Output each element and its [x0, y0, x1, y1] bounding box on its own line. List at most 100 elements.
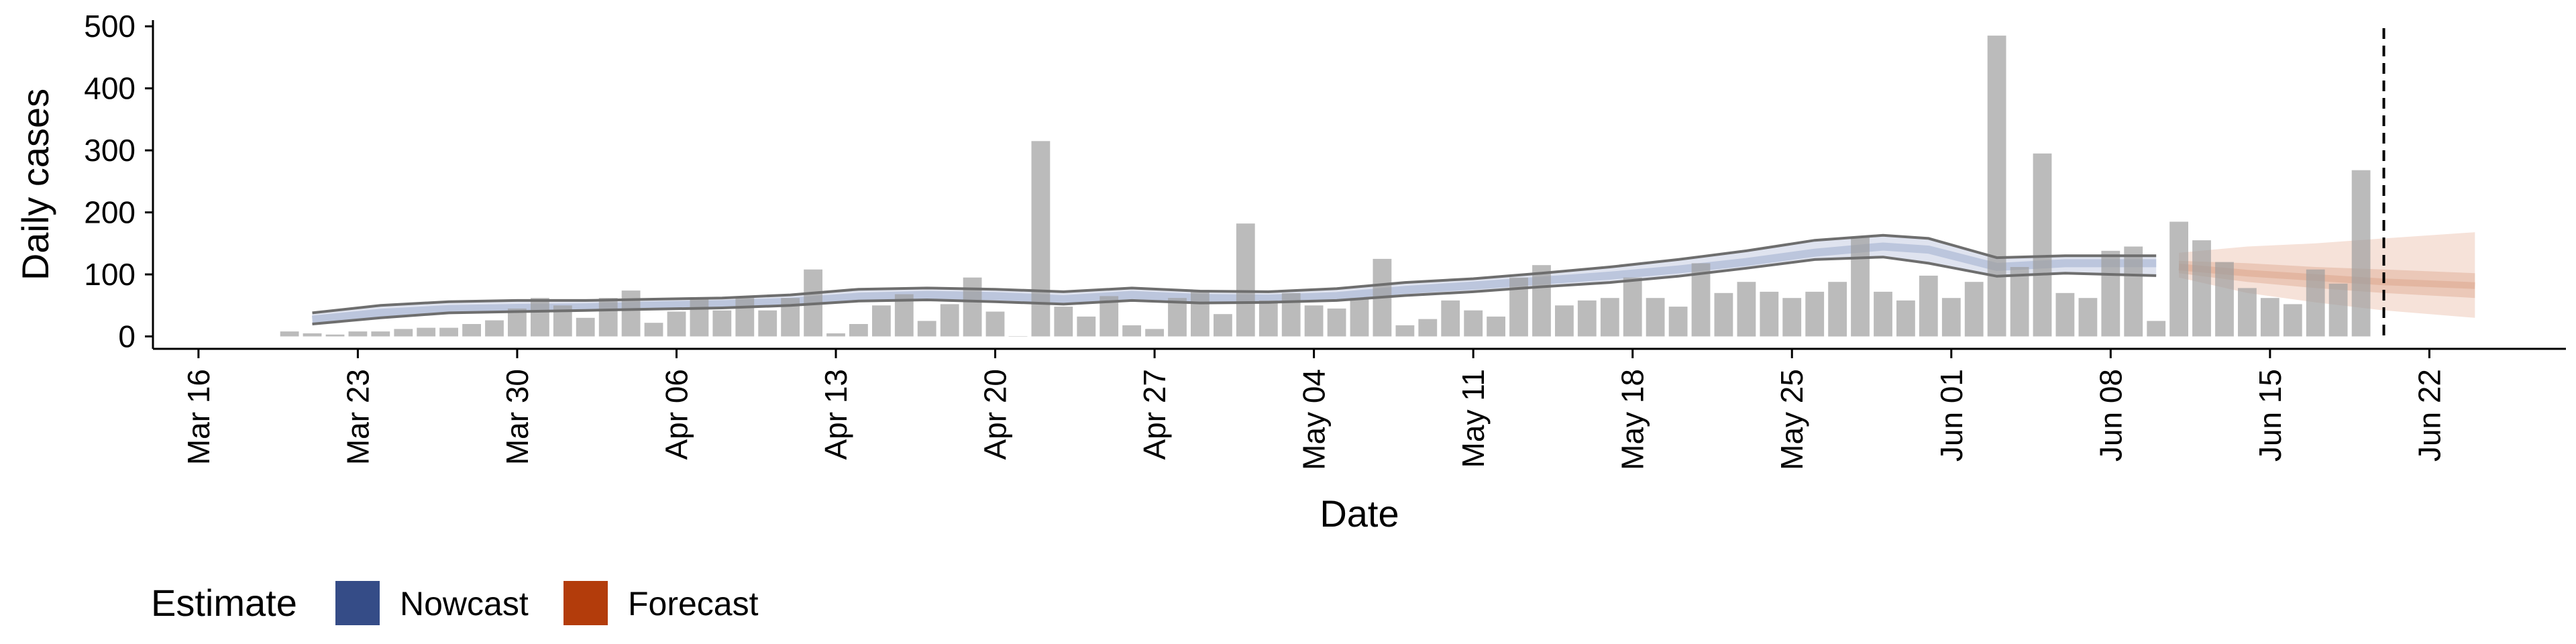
bar	[2306, 269, 2325, 337]
bar	[598, 298, 618, 337]
legend: Estimate Nowcast Forecast	[151, 581, 759, 625]
bar	[872, 305, 891, 337]
bar	[2169, 221, 2188, 337]
bar	[1941, 298, 1961, 337]
x-tick-label: May 18	[1615, 369, 1650, 470]
bar	[712, 310, 732, 337]
bar	[940, 304, 959, 337]
bar	[1258, 300, 1278, 337]
bar	[985, 311, 1005, 337]
bar	[2283, 304, 2302, 337]
bar	[2101, 250, 2121, 337]
bar	[1054, 307, 1073, 337]
axes: 0 100 200 300 400 500 Mar 16 Mar 23 Mar 30 Apr 06…	[14, 9, 2566, 535]
bar	[849, 324, 868, 337]
x-tick-label: Mar 30	[500, 369, 535, 465]
bar	[1555, 305, 1574, 337]
legend-label-nowcast: Nowcast	[400, 585, 529, 623]
bar	[1464, 310, 1483, 337]
y-axis-title: Daily cases	[14, 89, 56, 280]
bar	[417, 327, 436, 337]
bar	[826, 333, 845, 337]
y-tick-label: 400	[84, 71, 136, 106]
bar	[1600, 298, 1619, 337]
bar	[1623, 277, 1642, 337]
bar	[348, 331, 368, 337]
bar	[1168, 298, 1187, 337]
bar	[1646, 298, 1665, 337]
legend-swatch-nowcast	[335, 581, 380, 625]
bar	[2055, 292, 2075, 337]
bar	[758, 310, 777, 337]
bar	[439, 327, 458, 337]
y-tick-label: 500	[84, 9, 136, 44]
y-tick-label: 100	[84, 257, 136, 292]
legend-label-forecast: Forecast	[628, 585, 759, 623]
bar	[325, 334, 345, 337]
bar	[2147, 321, 2166, 337]
x-axis-title: Date	[1320, 492, 1399, 535]
bar	[1577, 300, 1597, 337]
x-tick-label: Apr 06	[659, 369, 694, 460]
bar	[485, 320, 504, 337]
x-tick-label: Jun 22	[2412, 369, 2447, 462]
bar	[1509, 277, 1528, 337]
bar	[1919, 275, 1938, 337]
x-tick-label: Jun 15	[2253, 369, 2288, 462]
bar	[1714, 292, 1733, 337]
bar	[1214, 314, 1232, 337]
bar	[2260, 298, 2279, 337]
bar	[690, 299, 709, 337]
x-tick-label: Apr 13	[818, 369, 853, 460]
bar	[1441, 300, 1460, 337]
bar	[1874, 291, 1892, 337]
legend-swatch-forecast	[564, 581, 608, 625]
bar	[1851, 237, 1870, 337]
bar	[2351, 170, 2371, 337]
bar	[1532, 265, 1551, 337]
bar	[1122, 325, 1141, 337]
x-tick-label: Mar 23	[340, 369, 375, 465]
bar	[1828, 282, 1847, 337]
bar	[1896, 300, 1915, 337]
bar	[462, 324, 481, 337]
bar	[1805, 291, 1825, 337]
bar	[280, 331, 299, 337]
bar	[1281, 292, 1301, 337]
bar	[531, 298, 549, 337]
y-tick-label: 0	[118, 319, 136, 354]
bar	[917, 321, 936, 337]
bar	[508, 308, 527, 337]
bar	[1987, 36, 2006, 337]
bar	[394, 329, 413, 337]
bar	[1487, 316, 1505, 337]
bar	[2033, 153, 2052, 337]
bar	[2078, 298, 2098, 337]
bar	[2192, 240, 2211, 337]
bar	[1782, 298, 1802, 337]
bar	[1668, 307, 1688, 337]
bar	[644, 323, 663, 337]
nowcast-lower-line	[312, 256, 2157, 325]
bars	[280, 36, 2371, 337]
estimate-lines	[312, 28, 2385, 338]
bar	[303, 333, 322, 337]
bar	[1191, 290, 1210, 337]
bar	[2328, 283, 2348, 337]
bar	[2238, 288, 2257, 337]
nowcast-upper-line	[312, 233, 2157, 315]
bar	[1236, 223, 1255, 337]
x-tick-label: Apr 27	[1137, 369, 1172, 460]
bar	[1760, 291, 1779, 337]
y-tick-label: 200	[84, 195, 136, 230]
x-tick-label: May 25	[1774, 369, 1809, 470]
bar	[667, 311, 686, 337]
bar	[1077, 316, 1096, 337]
bar	[1304, 305, 1324, 337]
bar	[576, 317, 595, 337]
bar	[621, 290, 641, 337]
bar	[1145, 329, 1164, 337]
bar	[735, 298, 755, 337]
bar	[2010, 267, 2029, 337]
